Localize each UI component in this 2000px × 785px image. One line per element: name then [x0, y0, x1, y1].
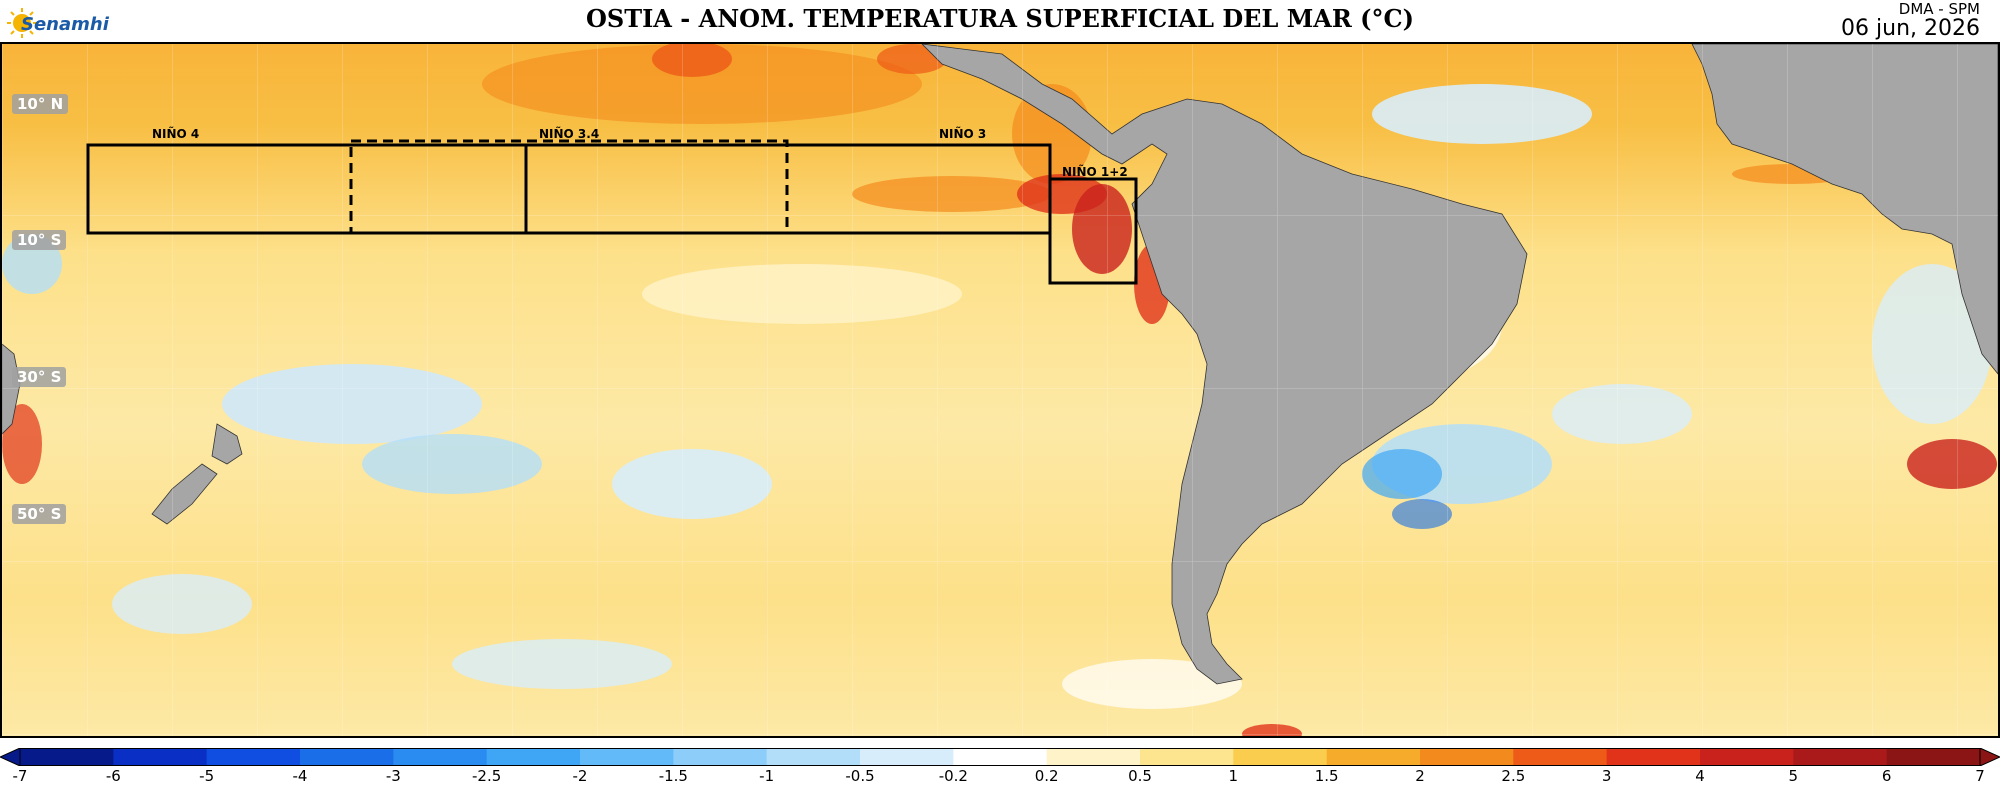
nino-34-label: NIÑO 3.4: [539, 126, 599, 141]
anomaly-map: NIÑO 4 NIÑO 3.4 NIÑO 3 NIÑO 1+2 10° N 10…: [0, 42, 2000, 738]
colorbar-swatch: [206, 748, 301, 766]
lat-label-30s: 30° S: [12, 367, 67, 387]
sun-icon: [7, 8, 37, 38]
lat-label-50s: 50° S: [12, 504, 67, 524]
nino-12-label: NIÑO 1+2: [1062, 164, 1128, 179]
colorbar: [0, 747, 2000, 767]
colorbar-swatch: [113, 748, 208, 766]
colorbar-tick-label: -4: [292, 767, 308, 785]
colorbar-tick-label: -6: [105, 767, 121, 785]
colorbar-tick-label: 5: [1788, 767, 1799, 785]
colorbar-tick-label: -2.5: [472, 767, 502, 785]
colorbar-arrow-left: [0, 747, 21, 767]
colorbar-tick-label: 1: [1228, 767, 1239, 785]
colorbar-tick-label: 1.5: [1314, 767, 1339, 785]
colorbar-swatch: [766, 748, 861, 766]
colorbar-tick-label: -7: [12, 767, 28, 785]
colorbar-swatch: [580, 748, 674, 766]
colorbar-tick-label: 4: [1695, 767, 1705, 785]
logo-text: Senamhi: [21, 14, 109, 35]
colorbar-swatch: [20, 748, 114, 766]
colorbar-swatches: [0, 747, 2000, 767]
colorbar-tick-label: 0.5: [1128, 767, 1152, 785]
colorbar-swatch: [1793, 748, 1888, 766]
colorbar-swatch: [1700, 748, 1794, 766]
colorbar-tick-label: 3: [1601, 767, 1612, 785]
colorbar-tick-label: 2.5: [1501, 767, 1526, 785]
colorbar-swatch: [393, 748, 488, 766]
colorbar-tick-label: -5: [199, 767, 215, 785]
nino-regions: [86, 139, 1138, 285]
colorbar-tick-label: -0.2: [938, 767, 968, 785]
nino-3-label: NIÑO 3: [939, 126, 986, 141]
nino-12-box: [1048, 177, 1138, 285]
nino-34-box: [349, 139, 789, 235]
credit-label: DMA - SPM: [1898, 0, 1980, 18]
colorbar-swatch: [953, 748, 1048, 766]
senamhi-logo: Senamhi: [6, 6, 116, 38]
colorbar-swatch: [1606, 748, 1701, 766]
colorbar-swatch: [1046, 748, 1141, 766]
colorbar-swatch: [1886, 748, 1981, 766]
date-label: 06 jun, 2026: [1841, 16, 1980, 41]
nino-4-label: NIÑO 4: [152, 126, 199, 141]
map-canvas: NIÑO 4 NIÑO 3.4 NIÑO 3 NIÑO 1+2: [2, 44, 1998, 736]
page-title: OSTIA - ANOM. TEMPERATURA SUPERFICIAL DE…: [585, 4, 1414, 33]
colorbar-swatch: [486, 748, 581, 766]
colorbar-tick-label: 6: [1881, 767, 1892, 785]
colorbar-tick-label: -3: [385, 767, 401, 785]
colorbar-swatch: [1513, 748, 1608, 766]
colorbar-tick-label: -1.5: [658, 767, 688, 785]
colorbar-tick-label: -0.5: [845, 767, 875, 785]
lat-label-10n: 10° N: [12, 94, 69, 114]
lat-label-10s: 10° S: [12, 230, 67, 250]
header: Senamhi OSTIA - ANOM. TEMPERATURA SUPERF…: [0, 0, 2000, 42]
colorbar-tick-label: -2: [572, 767, 588, 785]
nino-labels: NIÑO 4 NIÑO 3.4 NIÑO 3 NIÑO 1+2: [152, 126, 1128, 179]
colorbar-swatch: [860, 748, 954, 766]
colorbar-swatch: [1420, 748, 1514, 766]
colorbar-swatch: [1326, 748, 1421, 766]
colorbar-swatch: [1140, 748, 1234, 766]
colorbar-swatch: [300, 748, 394, 766]
colorbar-swatch: [1233, 748, 1328, 766]
colorbar-tick-label: 7: [1975, 767, 1985, 785]
colorbar-swatch: [673, 748, 768, 766]
colorbar-tick-label: 0.2: [1034, 767, 1059, 785]
colorbar-border: [19, 748, 1981, 766]
colorbar-ticks: -7 -6 -5 -4 -3 -2.5 -2 -1.5 -1 -0.5 -0.2 0.2 0.5 1 1.5…: [0, 766, 2000, 785]
colorbar-arrow-right: [1979, 747, 2000, 767]
colorbar-tick-label: -1: [759, 767, 775, 785]
graticule: [2, 44, 1998, 736]
colorbar-tick-label: 2: [1415, 767, 1425, 785]
